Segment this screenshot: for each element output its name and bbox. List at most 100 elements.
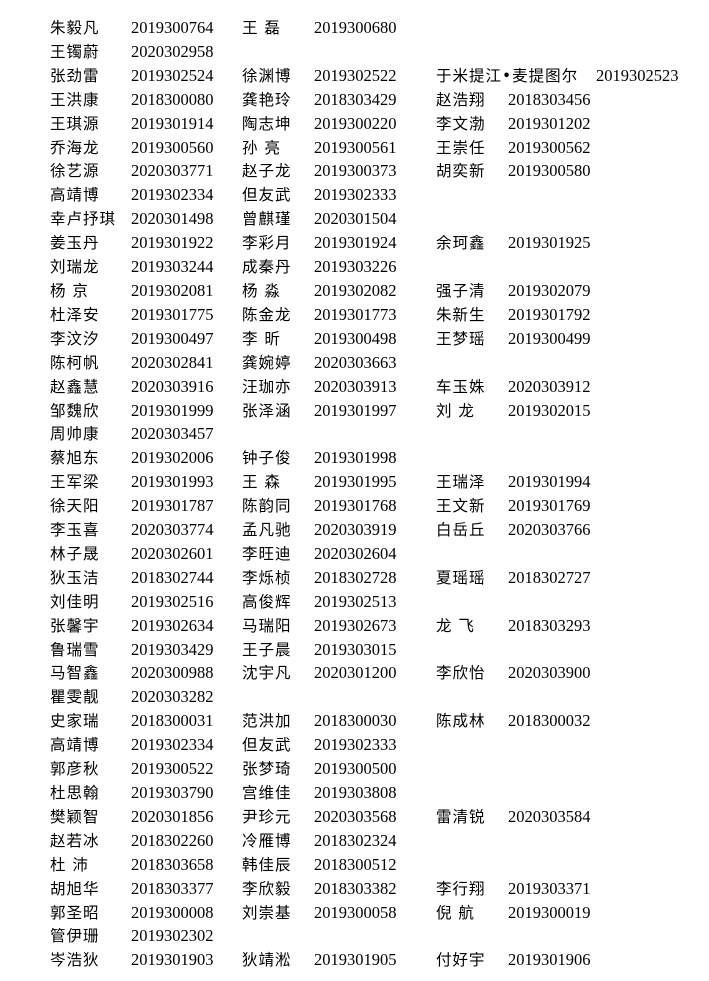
student-name: 赵若冰: [50, 831, 100, 850]
student-id: 2018302744: [131, 567, 214, 587]
student-id: 2019301787: [131, 496, 214, 516]
list-row: 王洪康 2018300080 龚艳玲 2018303429 赵浩翔 2018303456: [0, 89, 709, 113]
student-name: 陈柯帆: [50, 353, 100, 372]
student-name: 张泽涵: [242, 401, 292, 420]
list-row: 乔海龙 2019300560 孙 亮 2019300561 王崇任 2019300562: [0, 137, 709, 161]
student-id: 2018303456: [508, 89, 591, 109]
student-name: 王 磊: [242, 19, 281, 37]
student-id: 2019301994: [508, 472, 591, 492]
student-id: 2019300499: [508, 328, 591, 348]
student-id: 2020303912: [508, 376, 591, 396]
list-row: 赵鑫慧 2020303916 汪珈亦 2020303913 车玉姝 2020303912: [0, 376, 709, 400]
student-name: 王梦瑶: [436, 329, 486, 348]
student-name: 郭彦秋: [50, 760, 100, 779]
student-id: 2019301769: [508, 496, 591, 516]
student-id: 2018303658: [131, 854, 214, 874]
student-name: 韩佳辰: [242, 855, 292, 874]
student-id: 2018302324: [314, 830, 397, 850]
student-name: 王镯蔚: [50, 42, 100, 61]
list-row: 刘佳明 2019302516 高俊辉 2019302513: [0, 591, 709, 615]
list-row: 陈柯帆 2020302841 龚婉婷 2020303663: [0, 352, 709, 376]
student-name: 张劲雷: [50, 66, 100, 85]
student-id: 2019300562: [508, 137, 591, 157]
student-name: 胡旭华: [50, 879, 100, 898]
student-name: 李玉喜: [50, 521, 100, 540]
student-name: 李文渤: [436, 114, 486, 133]
student-name: 陈韵同: [242, 497, 292, 516]
list-row: 王琪源 2019301914 陶志坤 2019300220 李文渤 2019301202: [0, 113, 709, 137]
student-id: 2018302728: [314, 567, 397, 587]
list-row: 杜思翰 2019303790 宫维佳 2019303808: [0, 782, 709, 806]
student-name: 刘 龙: [436, 401, 475, 420]
student-name: 姜玉丹: [50, 234, 100, 253]
student-name: 孟凡驰: [242, 521, 292, 540]
student-id: 2020303916: [131, 376, 214, 396]
student-name: 杨 京: [50, 281, 89, 300]
student-name: 刘佳明: [50, 592, 100, 611]
student-name: 王崇任: [436, 138, 486, 157]
student-name: 宫维佳: [242, 784, 292, 802]
student-id: 2019301925: [508, 233, 591, 253]
student-name: 赵浩翔: [436, 90, 486, 109]
student-name: 邹魏欣: [50, 401, 100, 420]
list-row: 蔡旭东 2019302006 钟子俊 2019301998: [0, 447, 709, 471]
student-id: 2019303790: [131, 783, 214, 802]
student-id: 2019300497: [131, 328, 214, 348]
student-id: 2019301202: [508, 113, 591, 133]
student-id: 2020302604: [314, 543, 397, 563]
student-id: 2019300561: [314, 137, 397, 157]
student-id: 2020303774: [131, 520, 214, 540]
student-name: 付好宇: [436, 951, 486, 970]
list-row: 马智鑫 2020300988 沈宇凡 2020301200 李欣怡 2020303900: [0, 662, 709, 686]
student-name: 于米提江•麦提图尔: [436, 66, 579, 85]
student-name: 徐天阳: [50, 497, 100, 516]
student-name: 胡奕新: [436, 162, 486, 181]
student-id: 2020301504: [314, 209, 397, 229]
student-id: 2020301200: [314, 663, 397, 683]
student-name: 王琪源: [50, 114, 100, 133]
student-name: 徐渊博: [242, 66, 292, 85]
student-id: 2019301999: [131, 400, 214, 420]
student-name: 强子清: [436, 281, 486, 300]
student-name: 朱新生: [436, 305, 486, 324]
student-name: 龙 飞: [436, 616, 475, 635]
student-name: 倪 航: [436, 903, 475, 922]
student-name: 范洪加: [242, 712, 292, 731]
student-id: 2020302958: [131, 41, 214, 61]
student-id: 2019302523: [596, 65, 679, 85]
student-name: 夏瑶瑶: [436, 568, 486, 587]
student-name: 雷清锐: [436, 807, 486, 826]
student-name: 马瑞阳: [242, 616, 292, 635]
student-name: 杨 淼: [242, 281, 281, 300]
student-id: 2019302522: [314, 65, 397, 85]
student-name: 王子晨: [242, 640, 292, 659]
student-name: 李欣毅: [242, 879, 292, 898]
student-id: 2019302516: [131, 591, 214, 611]
student-id: 2020302601: [131, 543, 214, 563]
student-name: 史家瑞: [50, 712, 100, 731]
list-row: 杜泽安 2019301775 陈金龙 2019301773 朱新生 2019301792: [0, 304, 709, 328]
student-name: 郭圣昭: [50, 903, 100, 922]
student-name: 余珂鑫: [436, 234, 486, 253]
student-name: 管伊珊: [50, 927, 100, 946]
student-name: 朱毅凡: [50, 19, 100, 37]
list-row: 李玉喜 2020303774 孟凡驰 2020303919 白岳丘 2020303766: [0, 519, 709, 543]
student-name: 狄玉洁: [50, 568, 100, 587]
student-name: 马智鑫: [50, 664, 100, 683]
student-id: 2019300522: [131, 759, 214, 779]
list-row: 林子晟 2020302601 李旺迪 2020302604: [0, 543, 709, 567]
student-id: 2019302513: [314, 591, 397, 611]
list-row: 张劲雷 2019302524 徐渊博 2019302522 于米提江•麦提图尔 20193…: [0, 65, 709, 89]
student-id: 2019302524: [131, 65, 214, 85]
student-id: 2020301498: [131, 209, 214, 229]
student-name: 李旺迪: [242, 544, 292, 563]
student-name: 车玉姝: [436, 377, 486, 396]
student-name: 张馨宇: [50, 616, 100, 635]
student-id: 2020301856: [131, 806, 214, 826]
student-name: 王 森: [242, 473, 281, 492]
student-name: 杜思翰: [50, 784, 100, 802]
student-id: 2020303771: [131, 161, 214, 181]
student-id: 2019301775: [131, 304, 214, 324]
student-id: 2019303429: [131, 639, 214, 659]
student-name: 冷雁博: [242, 831, 292, 850]
